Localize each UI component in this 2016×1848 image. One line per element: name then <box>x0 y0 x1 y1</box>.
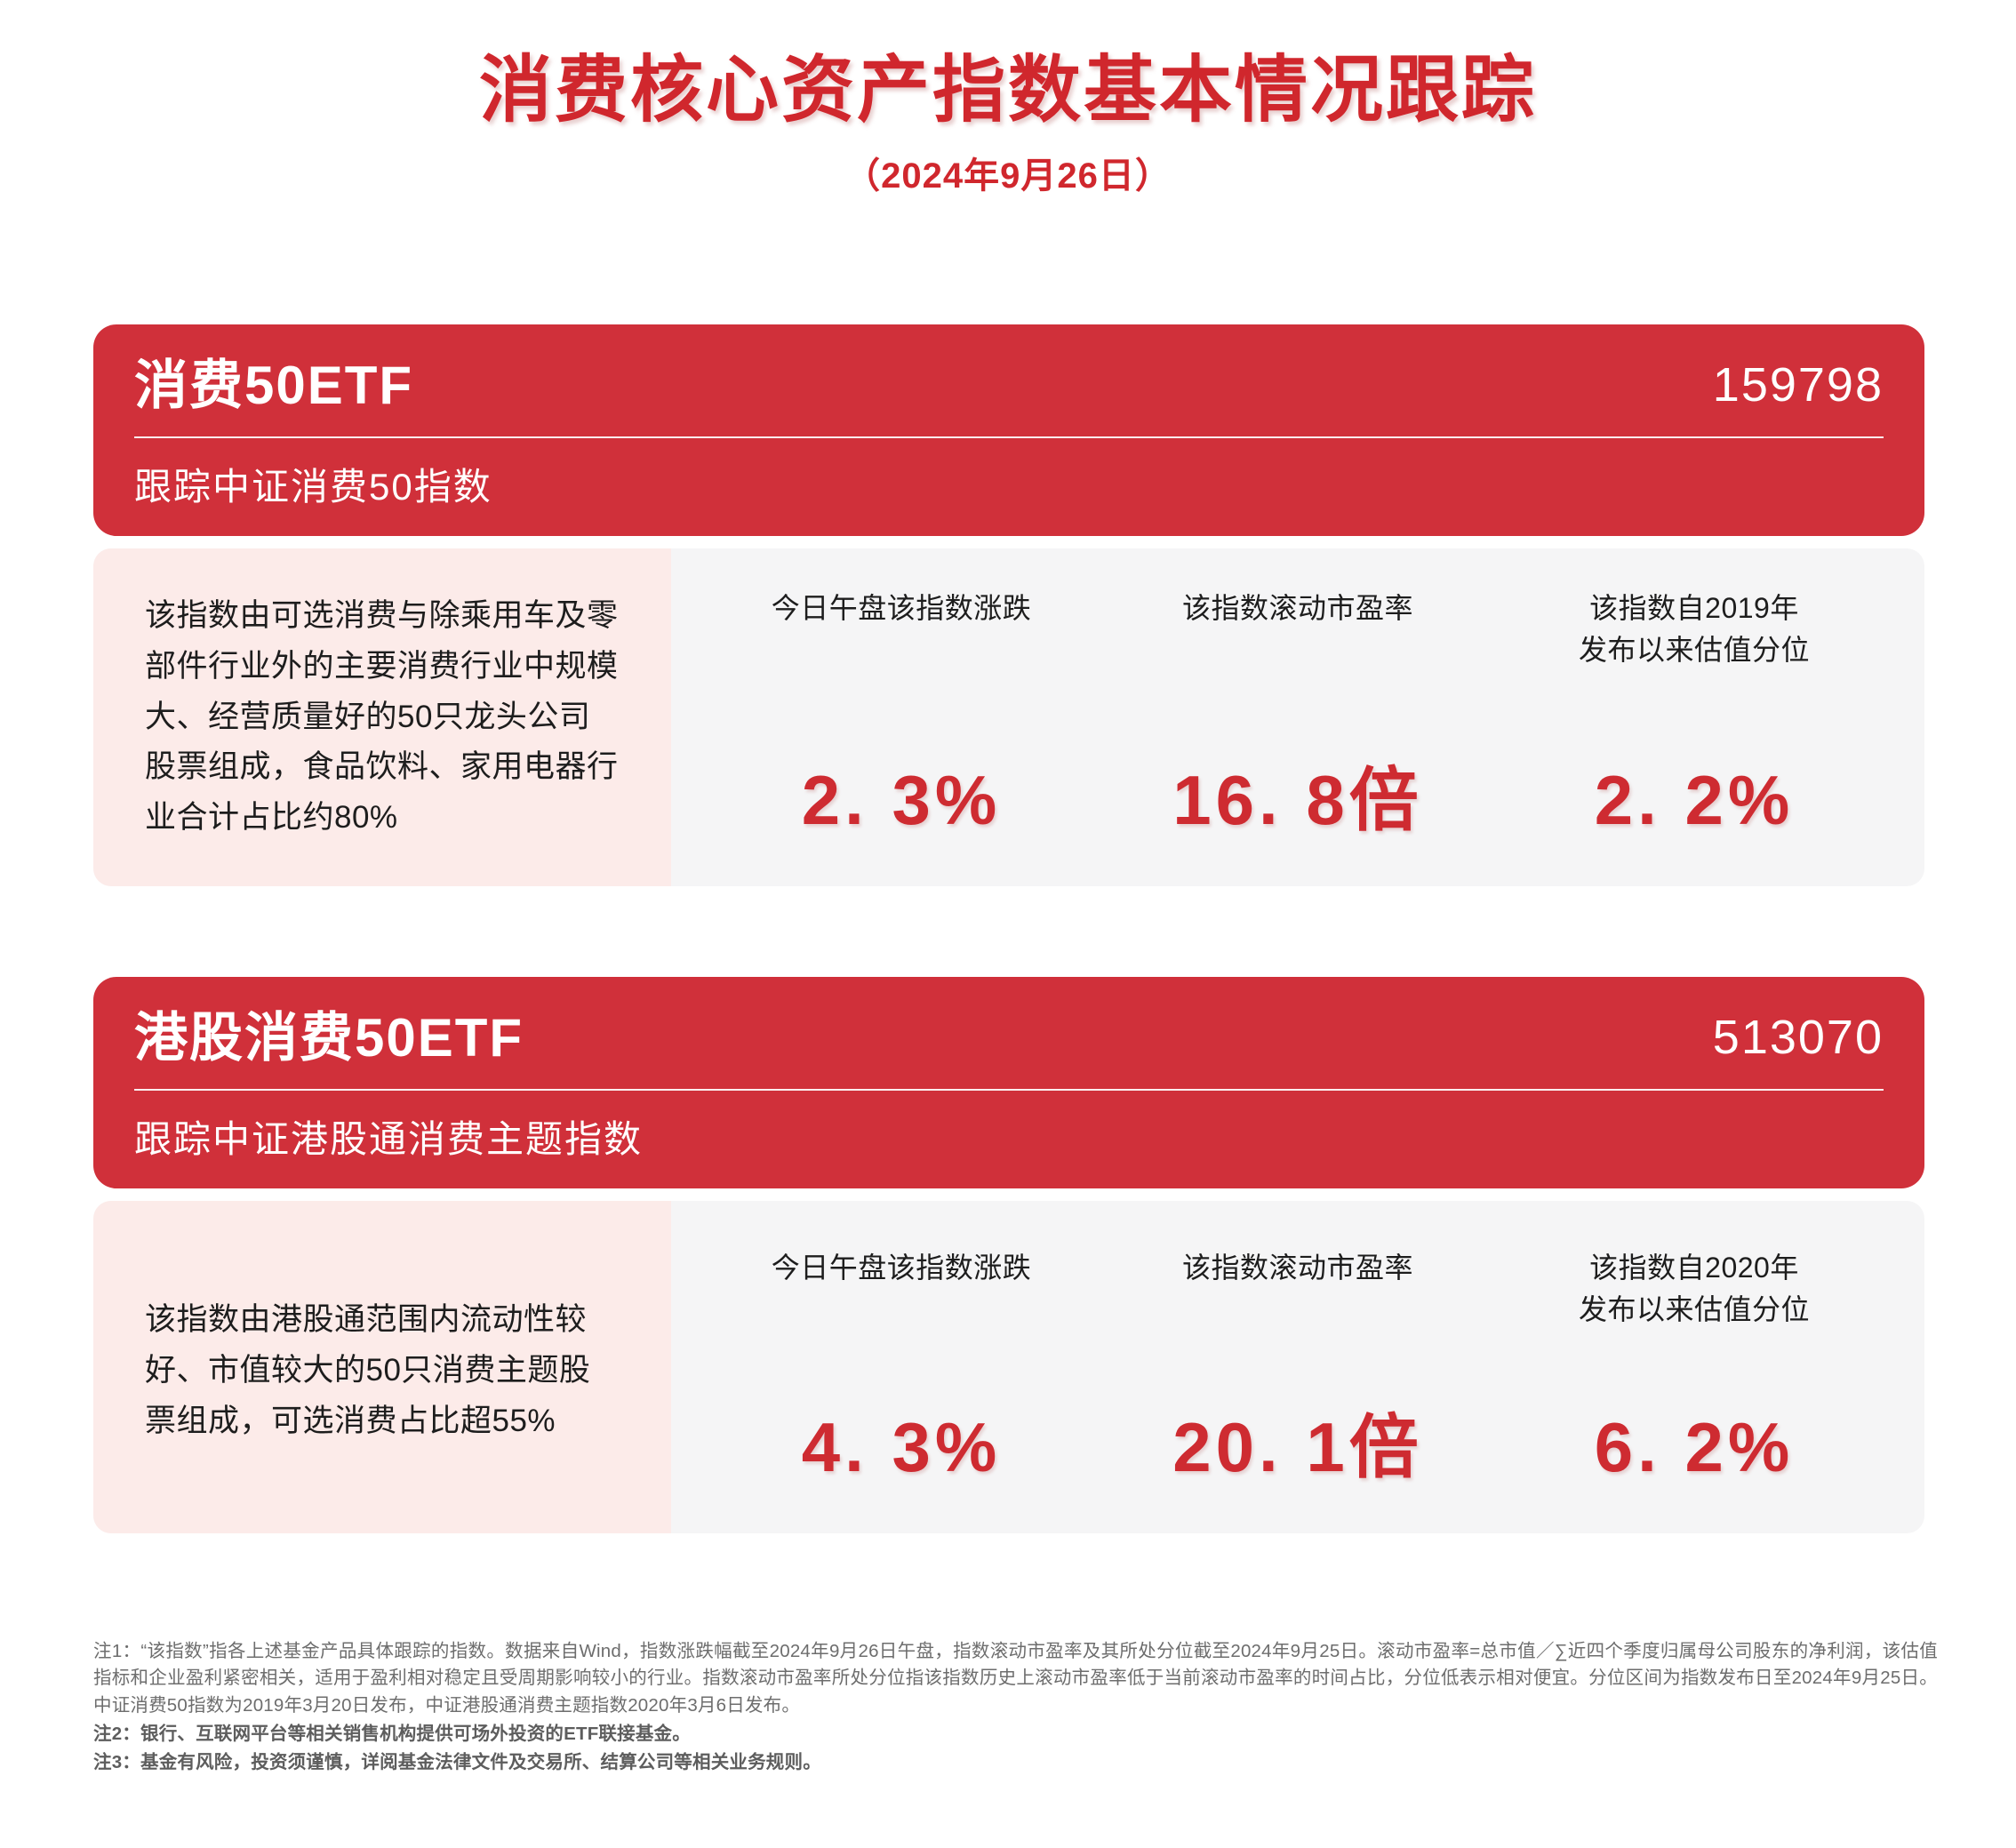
etf-card-header-bottom: 跟踪中证消费50指数 <box>134 438 1884 509</box>
metric-label: 该指数滚动市盈率 <box>1181 1252 1413 1284</box>
metric-label: 该指数滚动市盈率 <box>1181 592 1413 625</box>
metric-valuation-percentile: 该指数自2020年 发布以来估值分位 6. 2% <box>1496 1247 1892 1498</box>
metrics-panel: 今日午盘该指数涨跌 4. 3% 该指数滚动市盈率 20. 1倍 该指数自2020… <box>671 1201 1924 1533</box>
metric-label-line-2: 发布以来估值分位 <box>1578 633 1810 666</box>
footnote-2: 注2：银行、互联网平台等相关销售机构提供可场外投资的ETF联接基金。 <box>93 1723 691 1744</box>
poster-header: 消费核心资产指数基本情况跟踪 （2024年9月26日） <box>0 0 2016 197</box>
etf-tracked-index: 跟踪中证港股通消费主题指数 <box>134 1117 644 1160</box>
etf-card-header-top: 港股消费50ETF 513070 <box>134 1007 1884 1089</box>
etf-card-hk-consumer50: 港股消费50ETF 513070 跟踪中证港股通消费主题指数 该指数由港股通范围… <box>93 976 1924 1534</box>
metric-label: 该指数自2019年 发布以来估值分位 <box>1579 588 1810 671</box>
etf-code: 159798 <box>1712 358 1884 412</box>
metric-label-line-1: 该指数自2019年 <box>1589 592 1799 625</box>
header-divider <box>134 1088 1884 1091</box>
metric-intraday-change: 今日午盘该指数涨跌 2. 3% <box>703 588 1100 850</box>
metric-label: 今日午盘该指数涨跌 <box>771 592 1032 625</box>
etf-card-header-top: 消费50ETF 159798 <box>134 356 1884 436</box>
page-subtitle-date: （2024年9月26日） <box>844 156 1172 196</box>
index-description-panel: 该指数由港股通范围内流动性较好、市值较大的50只消费主题股票组成，可选消费占比超… <box>93 1201 671 1534</box>
etf-card-consumer50: 消费50ETF 159798 跟踪中证消费50指数 该指数由可选消费与除乘用车及… <box>93 324 1924 886</box>
etf-card-list: 消费50ETF 159798 跟踪中证消费50指数 该指数由可选消费与除乘用车及… <box>93 324 1924 1534</box>
etf-card-body: 该指数由港股通范围内流动性较好、市值较大的50只消费主题股票组成，可选消费占比超… <box>93 1201 1924 1534</box>
index-description-text: 该指数由港股通范围内流动性较好、市值较大的50只消费主题股票组成，可选消费占比超… <box>145 1302 591 1438</box>
footnotes: 注1：“该指数”指各上述基金产品具体跟踪的指数。数据来自Wind，指数涨跌幅截至… <box>93 1638 1938 1777</box>
etf-tracked-index: 跟踪中证消费50指数 <box>134 466 492 508</box>
metric-value: 20. 1倍 <box>1172 1408 1423 1487</box>
etf-card-header-bottom: 跟踪中证港股通消费主题指数 <box>134 1091 1884 1162</box>
index-description-text: 该指数由可选消费与除乘用车及零部件行业外的主要消费行业中规模大、经营质量好的50… <box>145 598 619 836</box>
metric-trailing-pe: 该指数滚动市盈率 16. 8倍 <box>1100 588 1496 850</box>
metric-trailing-pe: 该指数滚动市盈率 20. 1倍 <box>1100 1247 1496 1498</box>
etf-card-header: 消费50ETF 159798 跟踪中证消费50指数 <box>93 324 1924 537</box>
footnote-3: 注3：基金有风险，投资须谨慎，详阅基金法律文件及交易所、结算公司等相关业务规则。 <box>93 1752 821 1773</box>
etf-card-header: 港股消费50ETF 513070 跟踪中证港股通消费主题指数 <box>93 976 1924 1189</box>
metric-valuation-percentile: 该指数自2019年 发布以来估值分位 2. 2% <box>1496 588 1892 850</box>
index-description-panel: 该指数由可选消费与除乘用车及零部件行业外的主要消费行业中规模大、经营质量好的50… <box>93 548 671 886</box>
metric-label-line-1: 该指数自2020年 <box>1589 1252 1799 1284</box>
metric-value: 2. 2% <box>1594 760 1795 839</box>
metric-value: 2. 3% <box>801 760 1002 839</box>
metrics-panel: 今日午盘该指数涨跌 2. 3% 该指数滚动市盈率 16. 8倍 该指数自2019… <box>671 548 1924 885</box>
metric-label-line-2: 发布以来估值分位 <box>1578 1292 1810 1325</box>
metric-value: 6. 2% <box>1594 1408 1795 1487</box>
etf-name: 港股消费50ETF <box>134 1007 524 1068</box>
footnote-1: 注1：“该指数”指各上述基金产品具体跟踪的指数。数据来自Wind，指数涨跌幅截至… <box>93 1641 1938 1716</box>
header-divider <box>134 436 1884 438</box>
metric-label: 该指数自2020年 发布以来估值分位 <box>1579 1247 1810 1331</box>
metric-label: 今日午盘该指数涨跌 <box>771 1252 1032 1284</box>
etf-code: 513070 <box>1712 1011 1884 1065</box>
etf-card-body: 该指数由可选消费与除乘用车及零部件行业外的主要消费行业中规模大、经营质量好的50… <box>93 548 1924 886</box>
etf-name: 消费50ETF <box>134 356 414 415</box>
metric-value: 4. 3% <box>801 1408 1002 1487</box>
metric-intraday-change: 今日午盘该指数涨跌 4. 3% <box>703 1247 1100 1498</box>
metric-value: 16. 8倍 <box>1172 760 1423 839</box>
page-title: 消费核心资产指数基本情况跟踪 <box>478 50 1537 131</box>
